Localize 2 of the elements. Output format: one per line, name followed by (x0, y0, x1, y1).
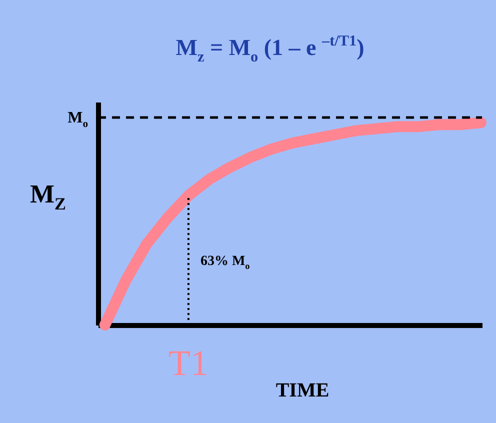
x-axis-title: TIME (276, 380, 330, 402)
text: T1 (168, 343, 208, 383)
